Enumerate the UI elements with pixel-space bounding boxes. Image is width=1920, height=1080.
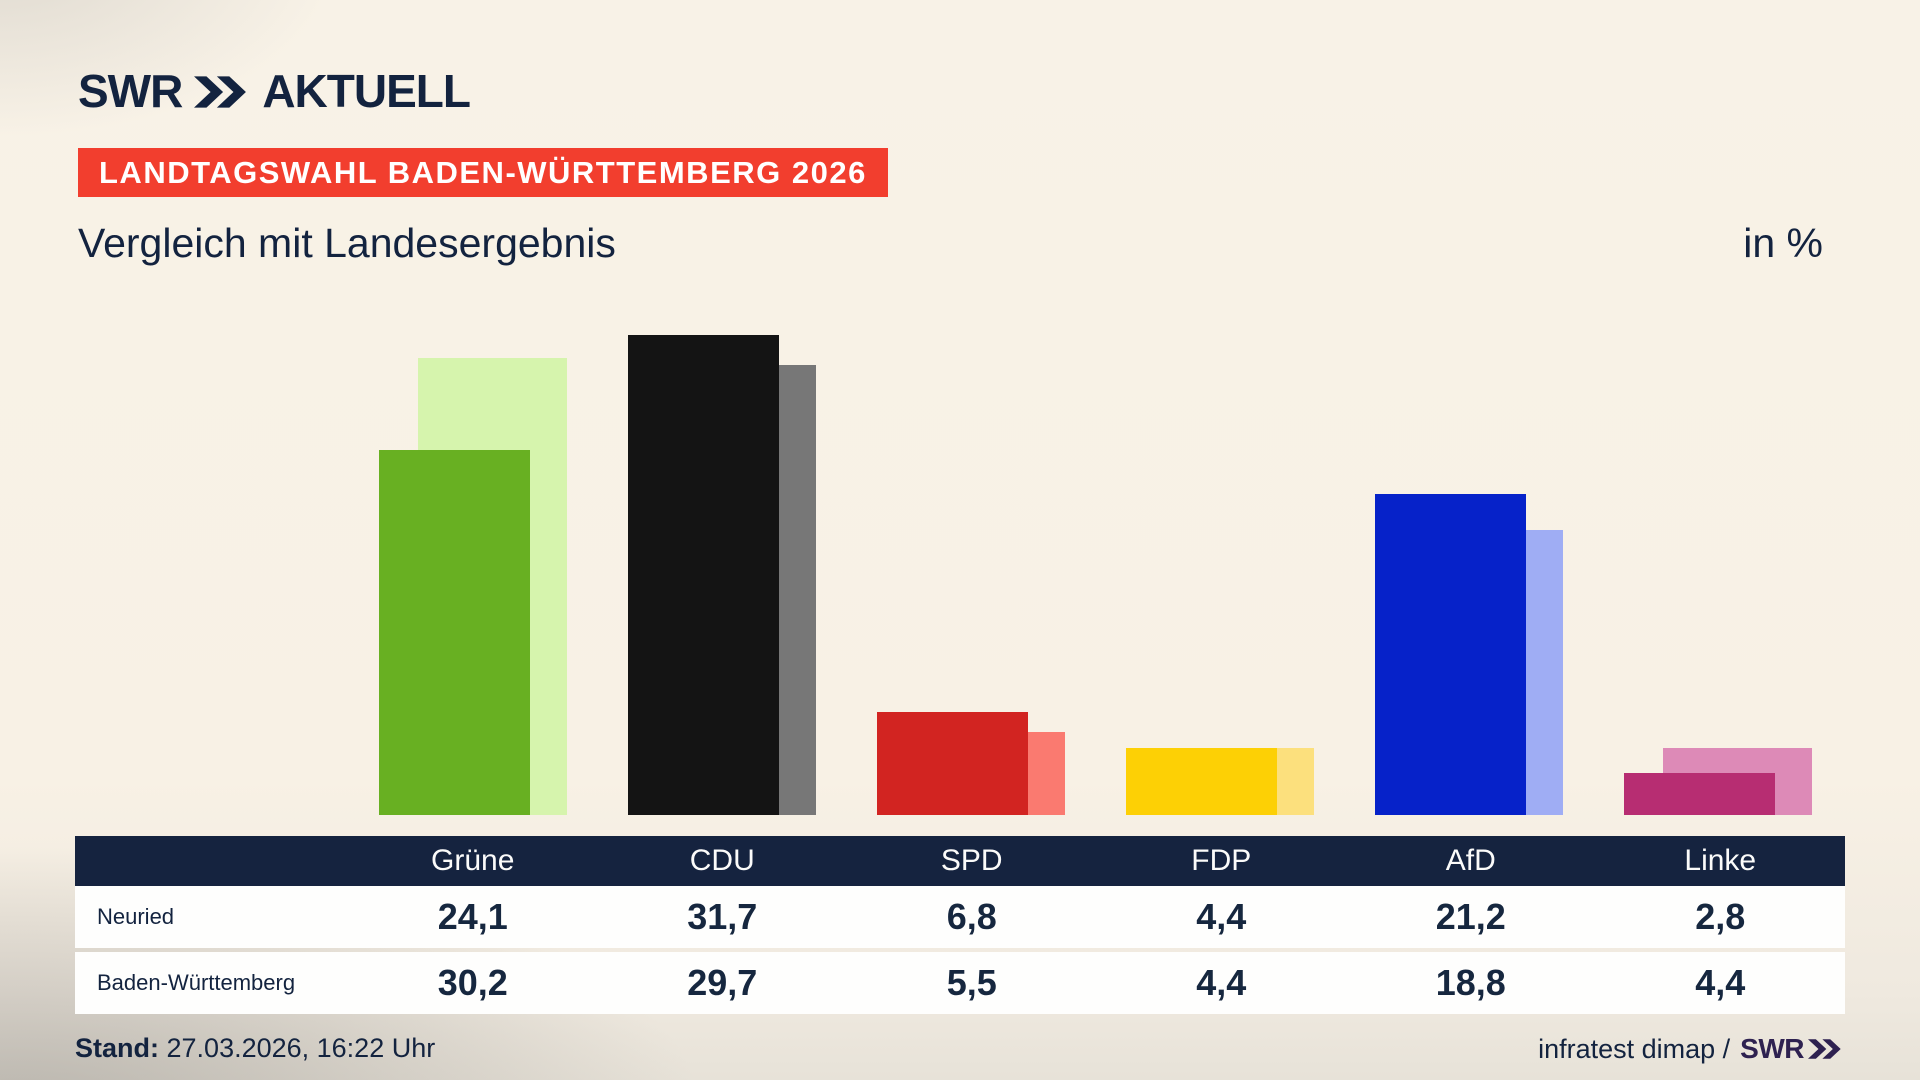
- swr-aktuell-logo: SWR AKTUELL: [78, 64, 471, 118]
- swr-chevrons-icon: [1808, 1039, 1841, 1059]
- chart-title: Vergleich mit Landesergebnis: [78, 220, 616, 266]
- bar-neuried-linke: [1624, 773, 1775, 815]
- value-bw-linke: 4,4: [1695, 962, 1746, 1003]
- value-neuried-fdp: 4,4: [1196, 896, 1247, 937]
- column-header-linke: Linke: [1684, 844, 1757, 877]
- column-header-gruene: Grüne: [431, 844, 515, 877]
- bar-neuried-gr-ne: [379, 450, 530, 815]
- bar-neuried-afd: [1375, 494, 1526, 815]
- value-neuried-afd: 21,2: [1435, 896, 1506, 937]
- table-row-neuried: Neuried 24,1 31,7 6,8 4,4 21,2 2,8: [75, 886, 1845, 948]
- results-table: Grüne CDU SPD FDP AfD Linke Neuried 24,1…: [75, 836, 1845, 1014]
- stand-value: 27.03.2026, 16:22 Uhr: [166, 1033, 436, 1063]
- attribution-text: infratest dimap /: [1538, 1033, 1731, 1064]
- logo-aktuell-text: AKTUELL: [262, 65, 471, 117]
- value-bw-spd: 5,5: [946, 962, 997, 1003]
- column-header-spd: SPD: [940, 844, 1003, 877]
- source-logo-swr-text: SWR: [1740, 1033, 1804, 1064]
- title-banner: LANDTAGSWAHL BADEN-WÜRTTEMBERG 2026: [78, 148, 888, 197]
- bar-chart: [379, 335, 1812, 815]
- value-neuried-cdu: 31,7: [687, 896, 758, 937]
- bar-neuried-spd: [877, 712, 1028, 815]
- row-label: Baden-Württemberg: [97, 970, 296, 995]
- row-label: Neuried: [97, 904, 175, 929]
- column-header-cdu: CDU: [689, 844, 755, 877]
- table-row-baden-wuerttemberg: Baden-Württemberg 30,2 29,7 5,5 4,4 18,8…: [75, 952, 1845, 1014]
- value-neuried-linke: 2,8: [1695, 896, 1746, 937]
- value-bw-gruene: 30,2: [437, 962, 508, 1003]
- value-bw-fdp: 4,4: [1196, 962, 1247, 1003]
- bar-neuried-cdu: [628, 335, 779, 815]
- status-timestamp: Stand: 27.03.2026, 16:22 Uhr: [75, 1033, 435, 1064]
- stand-label: Stand:: [75, 1033, 159, 1063]
- logo-swr-text: SWR: [78, 65, 183, 117]
- swr-chevrons-icon: [194, 76, 247, 108]
- source-attribution: infratest dimap / SWR: [1538, 1033, 1842, 1065]
- value-bw-afd: 18,8: [1435, 962, 1506, 1003]
- value-bw-cdu: 29,7: [687, 962, 758, 1003]
- column-header-fdp: FDP: [1191, 844, 1252, 877]
- column-header-afd: AfD: [1445, 844, 1496, 877]
- value-neuried-spd: 6,8: [946, 896, 997, 937]
- unit-label: in %: [1743, 220, 1823, 266]
- swr-source-logo: SWR: [1740, 1033, 1842, 1065]
- table-header-row: Grüne CDU SPD FDP AfD Linke: [75, 836, 1845, 886]
- bar-neuried-fdp: [1126, 748, 1277, 815]
- value-neuried-gruene: 24,1: [437, 896, 508, 937]
